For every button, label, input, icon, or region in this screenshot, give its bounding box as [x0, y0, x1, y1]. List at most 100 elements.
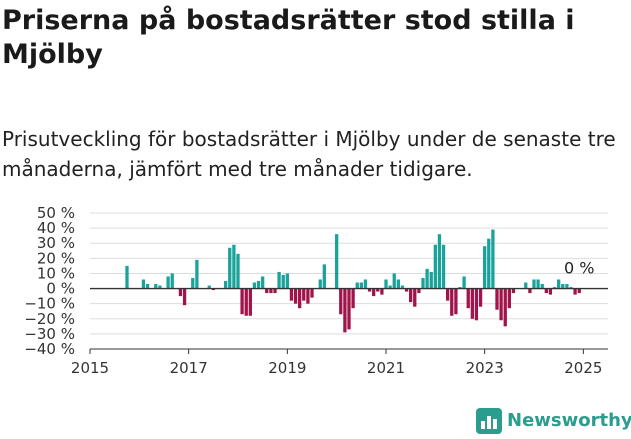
bar	[466, 288, 470, 309]
bar-chart-logo-icon	[476, 408, 502, 434]
bar	[565, 284, 569, 289]
bar	[392, 273, 396, 289]
bar	[125, 265, 129, 289]
bar	[446, 288, 450, 301]
bar	[503, 288, 507, 327]
bar	[244, 288, 248, 316]
bar	[372, 288, 376, 297]
y-tick-label: −10 %	[24, 295, 75, 313]
bar	[569, 287, 573, 289]
bar	[265, 288, 269, 294]
bar	[536, 279, 540, 289]
bar	[577, 288, 581, 294]
y-tick-label: 0 %	[46, 280, 75, 298]
latest-value-annotation: 0 %	[564, 259, 594, 278]
bar	[335, 234, 339, 289]
bars	[125, 229, 581, 333]
bar	[355, 282, 359, 289]
bar	[256, 281, 261, 289]
bar	[289, 288, 294, 301]
bar	[252, 282, 257, 289]
bar	[277, 271, 281, 289]
bar	[343, 288, 347, 333]
bar	[507, 288, 511, 309]
bar	[470, 288, 474, 319]
x-tick-label: 2025	[564, 359, 602, 377]
bar	[339, 288, 343, 315]
bar	[458, 287, 462, 289]
bar	[540, 284, 544, 289]
bar	[450, 288, 454, 316]
y-tick-label: −30 %	[24, 325, 75, 343]
bar	[281, 274, 285, 289]
bar	[191, 277, 195, 289]
bar	[487, 238, 491, 289]
bar	[351, 288, 355, 309]
bar	[396, 279, 400, 289]
x-tick-label: 2019	[268, 359, 306, 377]
bar	[318, 279, 322, 289]
bar	[404, 288, 409, 292]
bar	[240, 288, 244, 315]
bar	[141, 279, 146, 289]
bar	[158, 285, 162, 289]
bar	[347, 288, 351, 330]
chart-subtitle: Prisutveckling för bostadsrätter i Mjölb…	[2, 127, 616, 181]
bar	[491, 229, 495, 289]
bar	[310, 288, 314, 298]
bar	[561, 284, 565, 289]
bar	[400, 285, 405, 289]
bar	[302, 288, 306, 301]
brand-name: Newsworthy	[507, 410, 631, 431]
bar	[166, 276, 170, 289]
bar	[285, 273, 289, 289]
bar	[293, 288, 298, 304]
bar	[552, 287, 557, 289]
bar	[495, 288, 499, 310]
bar	[306, 288, 310, 304]
bar	[261, 276, 265, 289]
bar	[273, 288, 277, 294]
bar	[511, 288, 516, 294]
bar	[462, 276, 466, 289]
bar	[409, 288, 413, 303]
bar	[178, 288, 183, 297]
bar	[232, 244, 236, 289]
bar	[524, 282, 528, 289]
bar	[528, 288, 532, 294]
y-tick-label: 10 %	[37, 264, 75, 282]
bar	[170, 273, 174, 289]
bar	[437, 234, 442, 289]
bar	[154, 284, 158, 289]
y-tick-label: 50 %	[37, 204, 75, 222]
bar	[367, 288, 372, 292]
bar	[228, 247, 232, 289]
bar	[269, 288, 273, 294]
bar	[182, 288, 187, 306]
bar	[544, 288, 548, 294]
bar	[429, 271, 433, 289]
bar	[499, 288, 503, 321]
bar	[425, 268, 429, 289]
bar	[483, 246, 487, 289]
bar	[211, 288, 215, 291]
bar	[548, 288, 553, 295]
bar	[478, 288, 483, 307]
y-tick-label: 20 %	[37, 249, 75, 267]
bar	[195, 259, 199, 289]
y-tick-label: −40 %	[24, 340, 75, 358]
bar	[441, 244, 446, 289]
bar	[363, 279, 368, 289]
bar	[388, 285, 392, 289]
bar	[298, 288, 302, 309]
bar	[236, 253, 240, 289]
bar	[454, 288, 458, 315]
x-tick-label: 2017	[170, 359, 208, 377]
x-tick-label: 2023	[466, 359, 504, 377]
bar	[413, 288, 417, 307]
bar	[376, 288, 380, 292]
bar	[248, 288, 252, 316]
axes: −40 %−30 %−20 %−10 %0 %10 %20 %30 %40 %5…	[24, 204, 608, 377]
x-tick-label: 2015	[71, 359, 109, 377]
bar	[417, 288, 421, 294]
